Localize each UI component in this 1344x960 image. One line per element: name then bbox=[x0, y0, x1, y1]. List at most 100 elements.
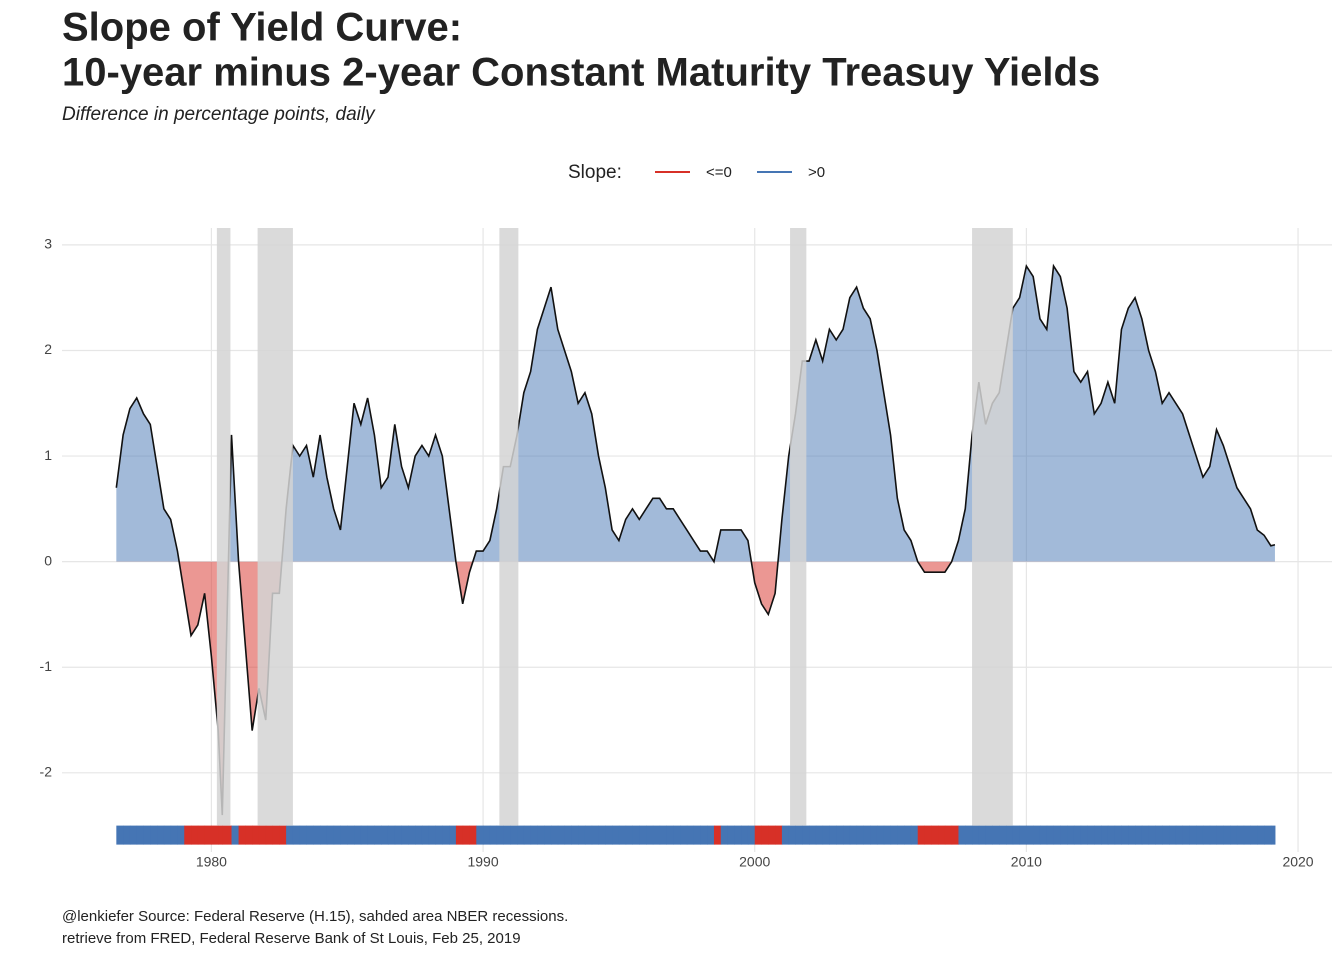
sign-strip bbox=[863, 825, 871, 845]
x-tick-label: 2020 bbox=[1282, 854, 1313, 870]
sign-strip bbox=[883, 825, 892, 845]
sign-strip bbox=[489, 825, 498, 845]
sign-strip bbox=[347, 825, 355, 845]
sign-strip bbox=[286, 825, 294, 845]
sign-strip bbox=[374, 825, 382, 845]
y-tick-label: 2 bbox=[44, 341, 52, 357]
sign-strip bbox=[938, 825, 946, 845]
sign-strip bbox=[435, 825, 443, 845]
sign-strip bbox=[123, 825, 131, 845]
sign-strip bbox=[951, 825, 959, 845]
sign-strip bbox=[279, 825, 287, 845]
sign-strip bbox=[578, 825, 586, 845]
sign-strip bbox=[381, 825, 389, 845]
sign-strip bbox=[910, 825, 919, 845]
legend-title: Slope: bbox=[568, 162, 622, 183]
sign-strip bbox=[843, 825, 851, 845]
y-tick-label: 0 bbox=[44, 552, 52, 568]
x-tick-label: 1990 bbox=[467, 854, 498, 870]
line bbox=[115, 263, 1276, 816]
sign-strip bbox=[292, 825, 301, 845]
sign-strip bbox=[116, 825, 124, 845]
y-tick-label: 1 bbox=[44, 447, 52, 463]
x-tick-label: 2000 bbox=[739, 854, 770, 870]
sign-strip bbox=[978, 825, 987, 845]
sign-strip bbox=[320, 825, 328, 845]
sign-strip bbox=[394, 825, 403, 845]
sign-strip bbox=[517, 825, 525, 845]
sign-strip bbox=[1141, 825, 1150, 845]
sign-strip bbox=[958, 825, 966, 845]
sign-strip bbox=[557, 825, 566, 845]
sign-strip bbox=[605, 825, 613, 845]
sign-strip bbox=[1067, 825, 1075, 845]
sign-strip bbox=[632, 825, 640, 845]
sign-strip bbox=[360, 825, 369, 845]
sign-strip bbox=[469, 825, 477, 845]
recession-band bbox=[790, 228, 807, 826]
sign-strip bbox=[333, 825, 341, 845]
sign-strip bbox=[462, 825, 470, 845]
sign-strip bbox=[1196, 825, 1204, 845]
y-tick-label: -2 bbox=[40, 764, 53, 780]
sign-strip bbox=[775, 825, 783, 845]
sign-strip bbox=[1264, 825, 1272, 845]
sign-strip bbox=[856, 825, 864, 845]
sign-strip bbox=[897, 825, 905, 845]
sign-strip bbox=[129, 825, 138, 845]
sign-strip bbox=[1019, 825, 1027, 845]
y-tick-label: -1 bbox=[40, 658, 53, 674]
x-tick-label: 2010 bbox=[1011, 854, 1042, 870]
sign-strip bbox=[157, 825, 165, 845]
sign-strip bbox=[1006, 825, 1014, 845]
sign-strip bbox=[1270, 825, 1276, 845]
sign-strip bbox=[673, 825, 681, 845]
sign-strip bbox=[537, 825, 545, 845]
sign-strip bbox=[1148, 825, 1156, 845]
sign-strip bbox=[591, 825, 600, 845]
sign-strip bbox=[1250, 825, 1258, 845]
sign-strip bbox=[306, 825, 314, 845]
sign-strip bbox=[809, 825, 817, 845]
sign-strip bbox=[299, 825, 307, 845]
sign-strip bbox=[700, 825, 708, 845]
recession-band bbox=[499, 228, 519, 826]
sign-strip bbox=[822, 825, 830, 845]
sign-strip bbox=[618, 825, 627, 845]
sign-strip bbox=[1243, 825, 1252, 845]
sign-strip bbox=[449, 825, 457, 845]
sign-strip bbox=[442, 825, 450, 845]
sign-strip bbox=[218, 825, 223, 845]
sign-strip bbox=[707, 825, 715, 845]
sign-strip bbox=[734, 825, 742, 845]
sign-strip bbox=[1060, 825, 1068, 845]
sign-strip bbox=[727, 825, 735, 845]
sign-strip bbox=[222, 825, 233, 845]
sign-strip bbox=[1026, 825, 1034, 845]
caption: @lenkiefer Source: Federal Reserve (H.15… bbox=[62, 908, 568, 925]
legend-label: >0 bbox=[808, 164, 825, 181]
sign-strip bbox=[829, 825, 837, 845]
sign-strip bbox=[965, 825, 973, 845]
sign-strip bbox=[761, 825, 769, 845]
sign-strip bbox=[992, 825, 1000, 845]
x-tick-label: 1980 bbox=[196, 854, 227, 870]
sign-strip bbox=[666, 825, 674, 845]
sign-strip bbox=[802, 825, 810, 845]
sign-strip bbox=[754, 825, 763, 845]
sign-strip bbox=[1073, 825, 1082, 845]
sign-strip bbox=[476, 825, 484, 845]
sign-strip bbox=[659, 825, 667, 845]
sign-strip bbox=[326, 825, 335, 845]
sign-strip bbox=[1257, 825, 1265, 845]
sign-strip bbox=[1135, 825, 1143, 845]
sign-strip bbox=[191, 825, 199, 845]
sign-strip bbox=[720, 825, 729, 845]
sign-strip bbox=[1080, 825, 1089, 845]
sign-strip bbox=[1162, 825, 1170, 845]
sign-strip bbox=[245, 825, 253, 845]
sign-strip bbox=[1033, 825, 1041, 845]
sign-strip bbox=[1101, 825, 1109, 845]
sign-strip bbox=[530, 825, 538, 845]
sign-strip bbox=[428, 825, 437, 845]
